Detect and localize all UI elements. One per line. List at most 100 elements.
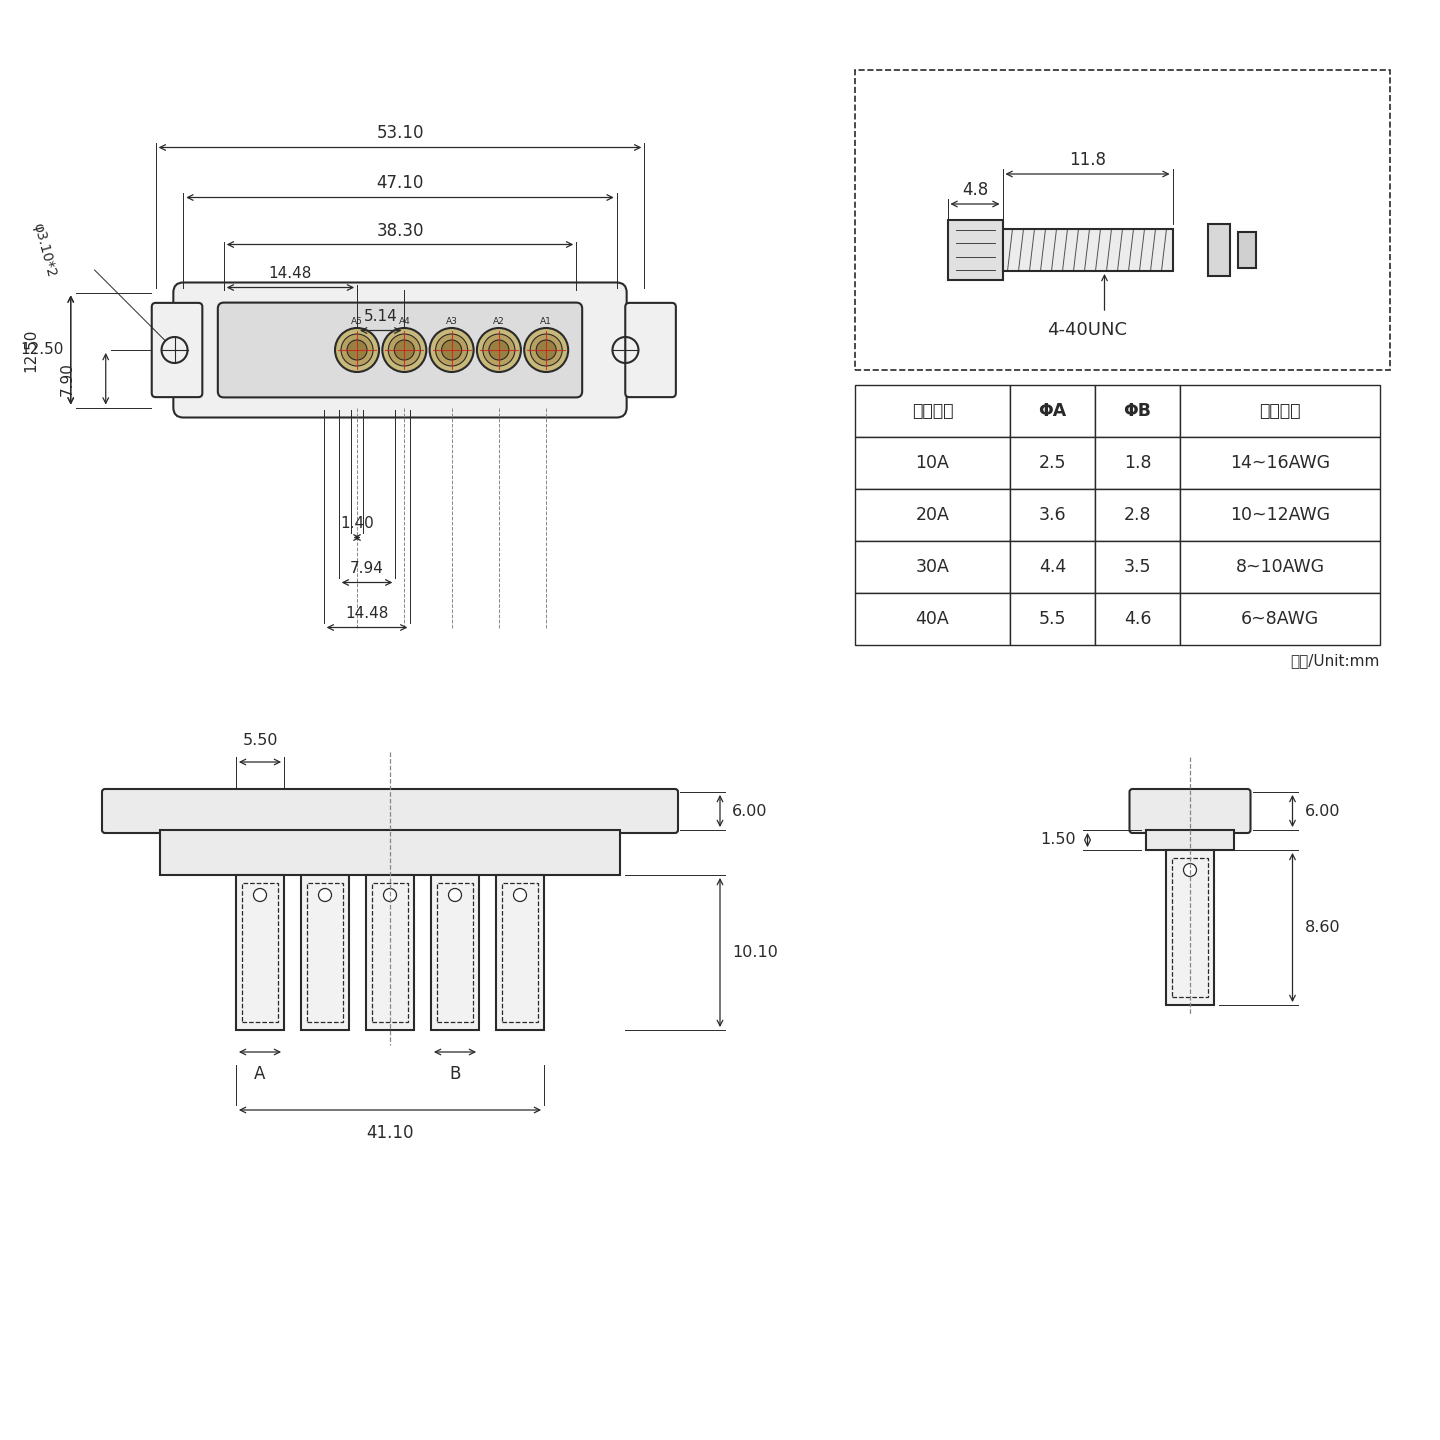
Bar <box>855 384 1009 436</box>
Text: 3.5: 3.5 <box>1123 557 1151 576</box>
Text: A5: A5 <box>351 317 363 325</box>
Circle shape <box>253 888 266 901</box>
Text: 10A: 10A <box>916 454 949 472</box>
Bar <box>1009 384 1094 436</box>
Text: ΦB: ΦB <box>1123 402 1152 420</box>
Circle shape <box>448 888 461 901</box>
Bar <box>1179 593 1380 645</box>
Circle shape <box>383 888 396 901</box>
Bar <box>236 876 284 1030</box>
Bar <box>1009 490 1094 541</box>
Text: A4: A4 <box>399 317 410 325</box>
Circle shape <box>530 334 562 366</box>
Text: 20A: 20A <box>916 505 949 524</box>
Text: 5.50: 5.50 <box>242 733 278 747</box>
Text: φ3.10*2: φ3.10*2 <box>30 222 59 279</box>
Text: 5.5: 5.5 <box>1038 611 1066 628</box>
Bar <box>1179 541 1380 593</box>
Text: 7.90: 7.90 <box>60 361 75 396</box>
Text: 1.50: 1.50 <box>1040 832 1076 848</box>
Text: 12.50: 12.50 <box>23 328 39 372</box>
Text: 7.94: 7.94 <box>350 562 384 576</box>
Bar <box>1094 541 1179 593</box>
Text: 1.8: 1.8 <box>1123 454 1151 472</box>
FancyBboxPatch shape <box>102 789 678 832</box>
Text: 5.14: 5.14 <box>364 310 397 324</box>
Bar <box>1009 541 1094 593</box>
Bar <box>1094 384 1179 436</box>
Text: 单位/Unit:mm: 单位/Unit:mm <box>1290 652 1380 668</box>
Circle shape <box>429 328 474 372</box>
Text: 6~8AWG: 6~8AWG <box>1241 611 1319 628</box>
Circle shape <box>341 334 373 366</box>
Text: 14.48: 14.48 <box>269 266 312 281</box>
Bar <box>1179 436 1380 490</box>
Circle shape <box>524 328 569 372</box>
Bar <box>1172 858 1208 996</box>
Text: 30A: 30A <box>916 557 949 576</box>
FancyBboxPatch shape <box>151 302 203 397</box>
Text: 8~10AWG: 8~10AWG <box>1236 557 1325 576</box>
Circle shape <box>395 340 415 360</box>
Bar <box>366 876 415 1030</box>
Text: 2.8: 2.8 <box>1123 505 1151 524</box>
Bar <box>431 876 480 1030</box>
Circle shape <box>514 888 527 901</box>
Circle shape <box>477 328 521 372</box>
Text: 4.4: 4.4 <box>1038 557 1066 576</box>
Text: B: B <box>449 1066 461 1083</box>
Circle shape <box>347 340 367 360</box>
Circle shape <box>436 334 468 366</box>
FancyBboxPatch shape <box>173 282 626 418</box>
Bar <box>855 593 1009 645</box>
Text: 线材规格: 线材规格 <box>1259 402 1300 420</box>
Text: 47.10: 47.10 <box>376 174 423 193</box>
Text: 11.8: 11.8 <box>1068 151 1106 168</box>
Circle shape <box>536 340 556 360</box>
Text: 41.10: 41.10 <box>366 1125 413 1142</box>
Bar <box>503 883 539 1022</box>
Text: 4.6: 4.6 <box>1123 611 1151 628</box>
Text: A3: A3 <box>445 317 458 325</box>
Text: 6.00: 6.00 <box>1305 804 1341 818</box>
Circle shape <box>442 340 462 360</box>
Bar <box>1179 384 1380 436</box>
Text: 10.10: 10.10 <box>732 945 778 960</box>
FancyBboxPatch shape <box>1129 789 1250 832</box>
Circle shape <box>336 328 379 372</box>
Bar <box>1009 593 1094 645</box>
Bar <box>1094 593 1179 645</box>
FancyBboxPatch shape <box>625 302 675 397</box>
Bar <box>948 220 1002 279</box>
Circle shape <box>482 334 516 366</box>
Text: A: A <box>255 1066 266 1083</box>
Text: 53.10: 53.10 <box>376 124 423 143</box>
Text: 10~12AWG: 10~12AWG <box>1230 505 1331 524</box>
Text: 8.60: 8.60 <box>1305 920 1341 935</box>
Circle shape <box>490 340 508 360</box>
Bar <box>1208 225 1230 276</box>
Bar <box>242 883 278 1022</box>
Text: 40A: 40A <box>916 611 949 628</box>
Bar <box>1009 436 1094 490</box>
FancyBboxPatch shape <box>217 302 582 397</box>
Bar <box>1146 829 1234 850</box>
Bar <box>372 883 408 1022</box>
Text: 4.8: 4.8 <box>962 181 988 199</box>
Text: 38.30: 38.30 <box>376 222 423 239</box>
Bar <box>1002 229 1172 271</box>
Text: 12.50: 12.50 <box>20 343 65 357</box>
Text: 14~16AWG: 14~16AWG <box>1230 454 1331 472</box>
Circle shape <box>389 334 420 366</box>
Bar <box>1166 850 1214 1005</box>
Bar <box>855 436 1009 490</box>
Text: A1: A1 <box>540 317 552 325</box>
Bar <box>855 541 1009 593</box>
Text: 3.6: 3.6 <box>1038 505 1066 524</box>
Text: A2: A2 <box>492 317 505 325</box>
Bar <box>436 883 472 1022</box>
Text: 额定电流: 额定电流 <box>912 402 953 420</box>
Circle shape <box>383 328 426 372</box>
Bar <box>495 876 544 1030</box>
Text: 1.40: 1.40 <box>340 516 374 531</box>
